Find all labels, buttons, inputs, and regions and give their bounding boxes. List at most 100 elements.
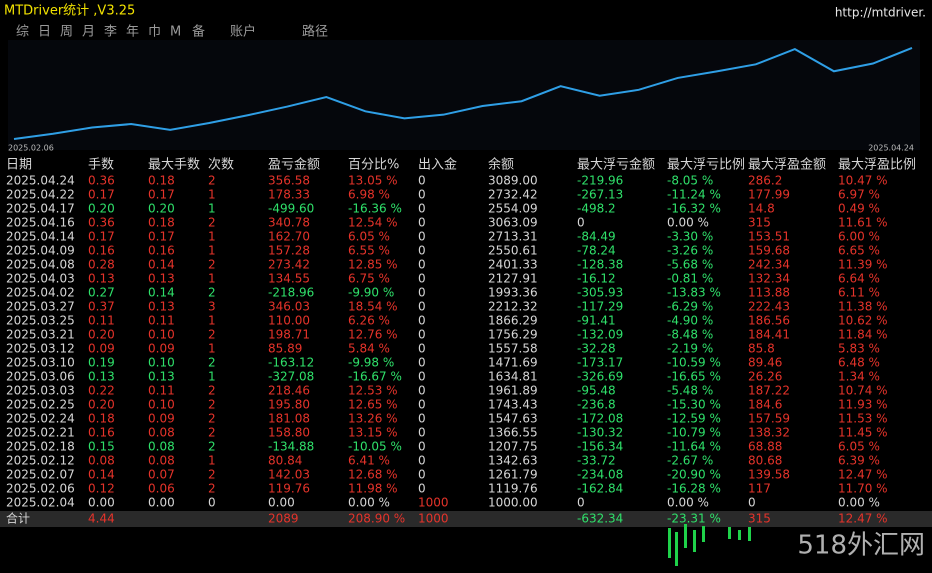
candle (702, 526, 705, 542)
row-date: 2025.02.06 (6, 482, 75, 496)
cell: 2713.31 (488, 230, 538, 244)
cell: 222.43 (748, 300, 790, 314)
column-header: 最大浮亏金额 (577, 157, 655, 173)
cell: 12.47 % (838, 468, 888, 482)
cell: 286.2 (748, 174, 782, 188)
cell: 0.08 (148, 426, 175, 440)
column-header: 出入金 (418, 157, 457, 173)
cell: 0 (418, 300, 426, 314)
cell: -11.24 % (667, 188, 721, 202)
cell: -0.81 % (667, 272, 713, 286)
cell: 184.6 (748, 398, 782, 412)
tab[interactable]: 年 (126, 25, 139, 40)
cell: 0.16 (148, 244, 175, 258)
cell: 6.98 % (348, 188, 390, 202)
cell: 18.54 % (348, 300, 398, 314)
cell: 0.22 (88, 384, 115, 398)
cell: 0.00 % (667, 216, 709, 230)
total-cell: 12.47 % (838, 512, 888, 526)
cell: -134.88 (268, 440, 314, 454)
cell: 0.16 (88, 426, 115, 440)
cell: -8.05 % (667, 174, 713, 188)
cell: 2 (208, 258, 216, 272)
candle (668, 528, 671, 558)
cell: -16.36 % (348, 202, 402, 216)
cell: 0 (418, 426, 426, 440)
cell: 0.27 (88, 286, 115, 300)
cell: -499.60 (268, 202, 314, 216)
cell: 187.22 (748, 384, 790, 398)
column-header: 最大浮盈金额 (748, 157, 826, 173)
column-header: 日期 (6, 158, 32, 173)
cell: 177.99 (748, 188, 790, 202)
cell: 6.65 % (838, 244, 880, 258)
cell: -162.84 (577, 482, 623, 496)
cell: 1547.63 (488, 412, 538, 426)
tab[interactable]: 路径 (302, 24, 328, 40)
cell: 162.70 (268, 230, 310, 244)
total-cell: 4.44 (88, 512, 115, 526)
row-date: 2025.04.14 (6, 230, 75, 244)
cell: -498.2 (577, 202, 616, 216)
cell: 11.53 % (838, 412, 888, 426)
tab[interactable]: 账户 (230, 24, 256, 40)
cell: 0.08 (88, 454, 115, 468)
cell: 0.18 (148, 216, 175, 230)
cell: -32.28 (577, 342, 616, 356)
cell: 0.00 % (838, 496, 880, 510)
cell: 85.8 (748, 342, 775, 356)
cell: 2401.33 (488, 258, 538, 272)
cell: 1119.76 (488, 482, 538, 496)
tab[interactable]: 巾 (148, 25, 161, 40)
cell: -267.13 (577, 188, 623, 202)
cell: 2732.42 (488, 188, 538, 202)
cell: 6.39 % (838, 454, 880, 468)
tab[interactable]: 综 (16, 25, 29, 40)
candles (668, 524, 751, 566)
tab[interactable]: 日 (38, 25, 51, 40)
cell: 0 (208, 496, 216, 510)
column-header: 手数 (88, 158, 114, 173)
cell: 2127.91 (488, 272, 538, 286)
cell: 0.00 % (667, 496, 709, 510)
cell: -236.8 (577, 398, 616, 412)
column-header: 百分比% (348, 158, 399, 173)
row-date: 2025.03.10 (6, 356, 75, 370)
cell: 1 (208, 342, 216, 356)
cell: -117.29 (577, 300, 623, 314)
column-header: 最大浮亏比例 (667, 158, 745, 173)
tab[interactable]: 备 (192, 24, 205, 40)
tab[interactable]: M (170, 25, 181, 40)
cell: 0.10 (148, 356, 175, 370)
cell: -9.90 % (348, 286, 394, 300)
row-date: 2025.02.18 (6, 440, 75, 454)
cell: -132.09 (577, 328, 623, 342)
cell: -6.29 % (667, 300, 713, 314)
cell: -326.69 (577, 370, 623, 384)
tab[interactable]: 李 (104, 25, 117, 40)
tab[interactable]: 周 (60, 25, 73, 40)
tab[interactable]: 月 (82, 25, 95, 40)
cell: 273.42 (268, 258, 310, 272)
cell: 2 (208, 468, 216, 482)
total-cell: -632.34 (577, 512, 623, 526)
cell: 0.13 (148, 370, 175, 384)
cell: -91.41 (577, 314, 616, 328)
cell: 0 (418, 384, 426, 398)
cell: -327.08 (268, 370, 314, 384)
cell: 13.26 % (348, 412, 398, 426)
cell: 110.00 (268, 314, 310, 328)
candle (684, 524, 687, 548)
row-date: 2025.03.06 (6, 370, 75, 384)
cell: 1 (208, 230, 216, 244)
cell: 85.89 (268, 342, 302, 356)
cell: 0.09 (88, 342, 115, 356)
row-date: 2025.04.09 (6, 244, 75, 258)
cell: 3063.09 (488, 216, 538, 230)
row-date: 2025.02.04 (6, 496, 75, 510)
candle (738, 530, 741, 540)
cell: 139.58 (748, 468, 790, 482)
candle (675, 532, 678, 566)
cell: -16.32 % (667, 202, 721, 216)
cell: -172.08 (577, 412, 623, 426)
